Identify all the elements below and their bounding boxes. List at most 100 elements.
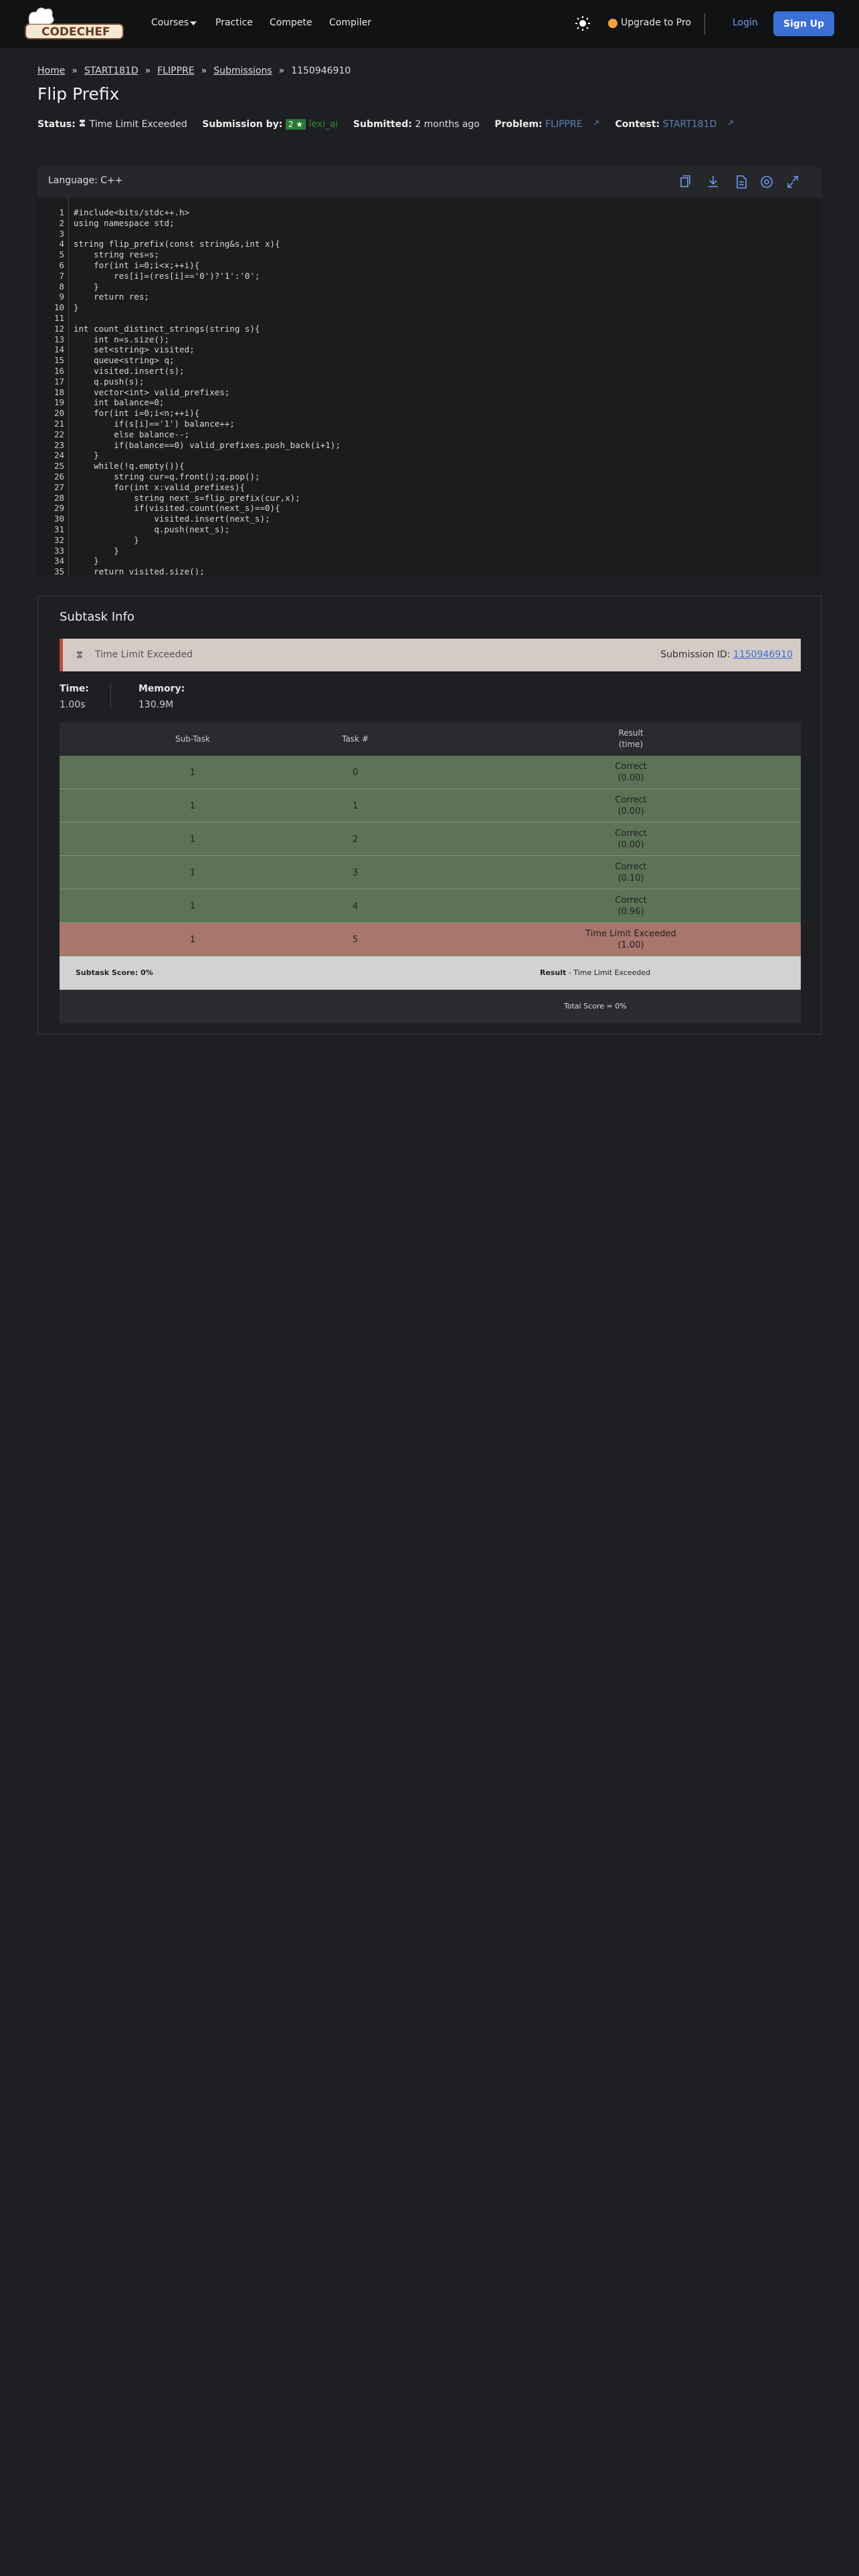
task: 3	[352, 867, 359, 878]
signup-button[interactable]: Sign Up	[773, 11, 834, 36]
cell: Correct (0.96)	[531, 889, 731, 923]
label: Submission ID:	[660, 649, 731, 660]
code-line: queue<string> q;	[74, 355, 175, 366]
cell: 1	[126, 889, 260, 923]
external-icon	[593, 120, 599, 126]
upgrade-link[interactable]: Upgrade to Pro	[621, 17, 692, 28]
problem-link[interactable]: FLIPPRE	[545, 119, 583, 130]
status-icon	[80, 120, 86, 126]
download-icon[interactable]	[708, 176, 718, 187]
result: Time Limit Exceeded	[585, 929, 676, 939]
cell: Correct (0.00)	[531, 789, 731, 823]
label: Status:	[37, 119, 76, 130]
code-line: else balance--;	[74, 429, 190, 439]
label: Result	[540, 968, 567, 977]
code-line: }	[74, 545, 119, 556]
code-line: for(int x:valid_prefixes){	[74, 481, 245, 492]
login-link[interactable]: Login	[733, 17, 758, 28]
page-title: Flip Prefix	[37, 84, 120, 104]
value: 1.00s	[60, 700, 86, 710]
code-line: int balance=0;	[74, 397, 165, 408]
nav-compiler[interactable]: Compiler	[329, 17, 372, 28]
time: (0.00)	[617, 773, 644, 783]
code-line: string next_s=flip_prefix(cur,x);	[74, 492, 300, 503]
crumb-link[interactable]: START181D	[84, 66, 138, 76]
expand-icon[interactable]	[787, 176, 798, 188]
nav-courses[interactable]: Courses	[151, 17, 189, 28]
crumb-separator: »	[201, 66, 207, 76]
nav-practice[interactable]: Practice	[215, 17, 253, 28]
submission-link[interactable]: 1150946910	[733, 649, 793, 660]
label: Time:	[60, 683, 90, 694]
subtask-title: Subtask Info	[60, 610, 134, 624]
crumb-link[interactable]: Submissions	[213, 66, 272, 76]
logo[interactable]: CODECHEF	[23, 4, 126, 43]
header-cell: Sub-Task	[126, 722, 260, 756]
line-number: 5	[59, 249, 64, 260]
code-line: visited.insert(next_s);	[74, 514, 270, 524]
cell: Correct (0.10)	[531, 856, 731, 889]
code-line: res[i]=(res[i]=='0')?'1':'0';	[74, 270, 260, 281]
nav-compete[interactable]: Compete	[270, 17, 312, 28]
time: (0.10)	[617, 873, 644, 883]
code-line: }	[74, 534, 139, 545]
divider	[110, 682, 111, 709]
result-row: 1 2 Correct (0.00)	[60, 823, 801, 856]
line-number: 18	[54, 387, 64, 397]
cell: 3	[288, 856, 422, 889]
text: - Time Limit Exceeded	[566, 968, 651, 977]
copy-icon[interactable]	[680, 175, 690, 187]
settings-icon[interactable]	[761, 176, 773, 188]
status-icon	[77, 651, 82, 658]
subtask: 1	[189, 767, 196, 778]
code-line: }	[74, 450, 99, 461]
task: 1	[352, 800, 359, 811]
line-number: 21	[54, 419, 64, 429]
code-line: q.push(s);	[74, 376, 145, 387]
crumb-link[interactable]: Home	[37, 66, 66, 76]
cell: Correct (0.00)	[531, 823, 731, 856]
line-number: 31	[54, 524, 64, 534]
header-sub: (time)	[618, 740, 644, 749]
cell: 0	[288, 756, 422, 789]
code-line: visited.insert(s);	[74, 366, 185, 376]
result: Correct	[615, 895, 647, 905]
status-text: Time Limit Exceeded	[95, 649, 193, 660]
line-number: 6	[59, 260, 64, 270]
code-line: if(visited.count(next_s)==0){	[74, 503, 280, 514]
file-icon[interactable]	[737, 175, 747, 189]
line-number: 35	[54, 566, 64, 575]
code-line: vector<int> valid_prefixes;	[74, 387, 230, 397]
code-line: int n=s.size();	[74, 334, 169, 344]
line-number: 20	[54, 408, 64, 419]
label: Memory:	[138, 683, 185, 694]
subtask: 1	[189, 934, 196, 945]
user-link[interactable]: lexi_ai	[308, 119, 339, 130]
submission-id: Submission ID: 1150946910	[660, 649, 793, 660]
top-bar: CODECHEF Courses Practice Compete Compil…	[0, 0, 859, 48]
header-cell: Task #	[288, 722, 422, 756]
line-number: 2	[59, 217, 64, 228]
line-number: 29	[54, 503, 64, 514]
cell: 5	[288, 923, 422, 956]
cell: Time Limit Exceeded (1.00)	[531, 923, 731, 956]
line-number: 15	[54, 355, 64, 366]
cell: 2	[288, 823, 422, 856]
task: 0	[352, 767, 359, 778]
cell: 1	[288, 789, 422, 823]
total-score: Total Score = 0%	[564, 1002, 627, 1010]
crumb-link[interactable]: FLIPPRE	[157, 66, 195, 76]
crumb-current: 1150946910	[291, 66, 351, 76]
cell: 1	[126, 823, 260, 856]
cell: Correct (0.00)	[531, 756, 731, 789]
contest-link[interactable]: START181D	[662, 119, 717, 130]
code-line: }	[74, 302, 79, 313]
cell: 1	[126, 789, 260, 823]
external-icon	[728, 120, 733, 126]
result-row: 1 4 Correct (0.96)	[60, 889, 801, 923]
header-cell: Result (time)	[564, 722, 698, 756]
status-banner: Time Limit Exceeded Submission ID: 11509…	[60, 639, 801, 671]
theme-toggle[interactable]	[575, 16, 590, 31]
line-number: 26	[54, 471, 64, 481]
score-result: Result - Time Limit Exceeded	[540, 968, 650, 977]
